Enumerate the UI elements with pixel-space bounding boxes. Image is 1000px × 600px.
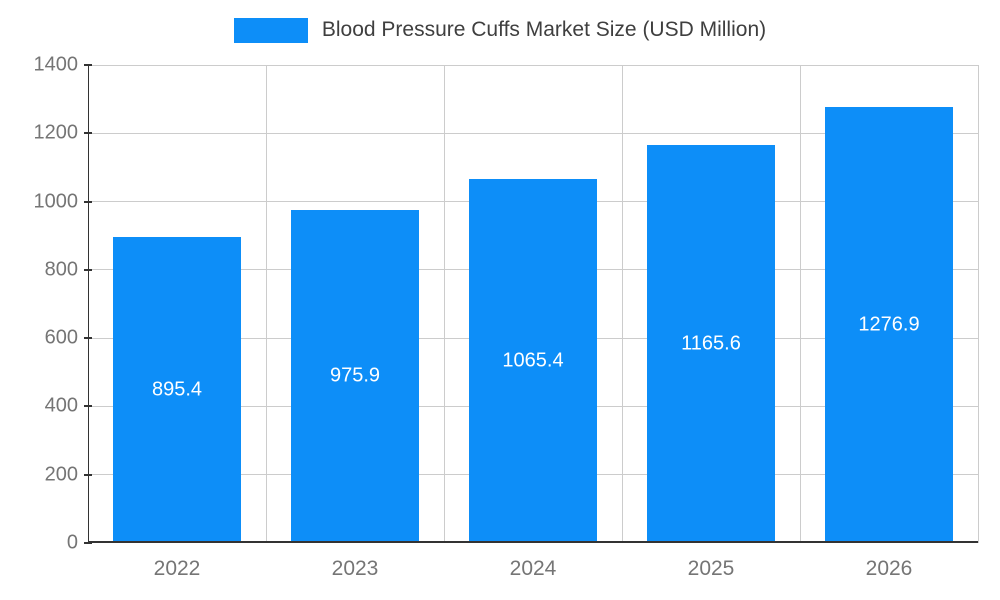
gridline-vertical [977, 65, 979, 543]
y-tick-mark [84, 200, 92, 203]
gridline-vertical [265, 65, 267, 543]
y-tick-label: 1400 [33, 53, 79, 76]
x-tick-label: 2022 [153, 557, 201, 580]
y-tick-label: 1200 [33, 121, 79, 144]
gridline-horizontal [88, 132, 978, 134]
x-tick-label: 2026 [865, 557, 913, 580]
y-tick-mark [84, 64, 92, 66]
x-tick-label: 2023 [331, 557, 379, 580]
gridline-horizontal [88, 64, 978, 66]
bar-value-label: 1065.4 [502, 349, 564, 372]
bar-2023: 975.9 [291, 209, 419, 543]
bar-2026: 1276.9 [825, 107, 953, 543]
y-tick-label: 400 [44, 394, 78, 417]
plot-area: 0 200 400 600 800 1000 1200 1400 895.4 2022 975.9 2… [34, 54, 979, 580]
y-tick-label: 0 [66, 531, 78, 554]
gridline-vertical [443, 65, 445, 543]
chart-title: Blood Pressure Cuffs Market Size (USD Mi… [321, 18, 767, 41]
bar-2022: 895.4 [113, 237, 241, 543]
gridline-vertical [621, 65, 623, 543]
y-tick-mark [84, 405, 92, 408]
gridline-vertical [799, 65, 801, 543]
y-tick-mark [84, 337, 92, 340]
y-tick-label: 800 [44, 258, 78, 281]
y-tick-mark [84, 473, 92, 476]
y-tick-label: 600 [44, 326, 78, 349]
y-tick-label: 200 [44, 463, 78, 486]
y-tick-mark [84, 132, 92, 135]
y-tick-mark [84, 542, 92, 544]
legend-swatch [233, 17, 308, 43]
y-tick-mark [84, 268, 92, 271]
x-axis-line [88, 541, 978, 543]
bar-2025: 1165.6 [647, 145, 775, 543]
bar-value-label: 1165.6 [681, 332, 741, 355]
x-tick-label: 2025 [687, 557, 735, 580]
y-tick-label: 1000 [33, 190, 79, 213]
chart-legend: Blood Pressure Cuffs Market Size (USD Mi… [0, 14, 1000, 46]
bar-value-label: 975.9 [329, 364, 381, 387]
bar-value-label: 895.4 [151, 378, 203, 401]
x-tick-label: 2024 [509, 557, 557, 580]
bar-value-label: 1276.9 [858, 313, 920, 336]
y-axis-line [88, 65, 89, 543]
bar-2024: 1065.4 [469, 179, 597, 543]
